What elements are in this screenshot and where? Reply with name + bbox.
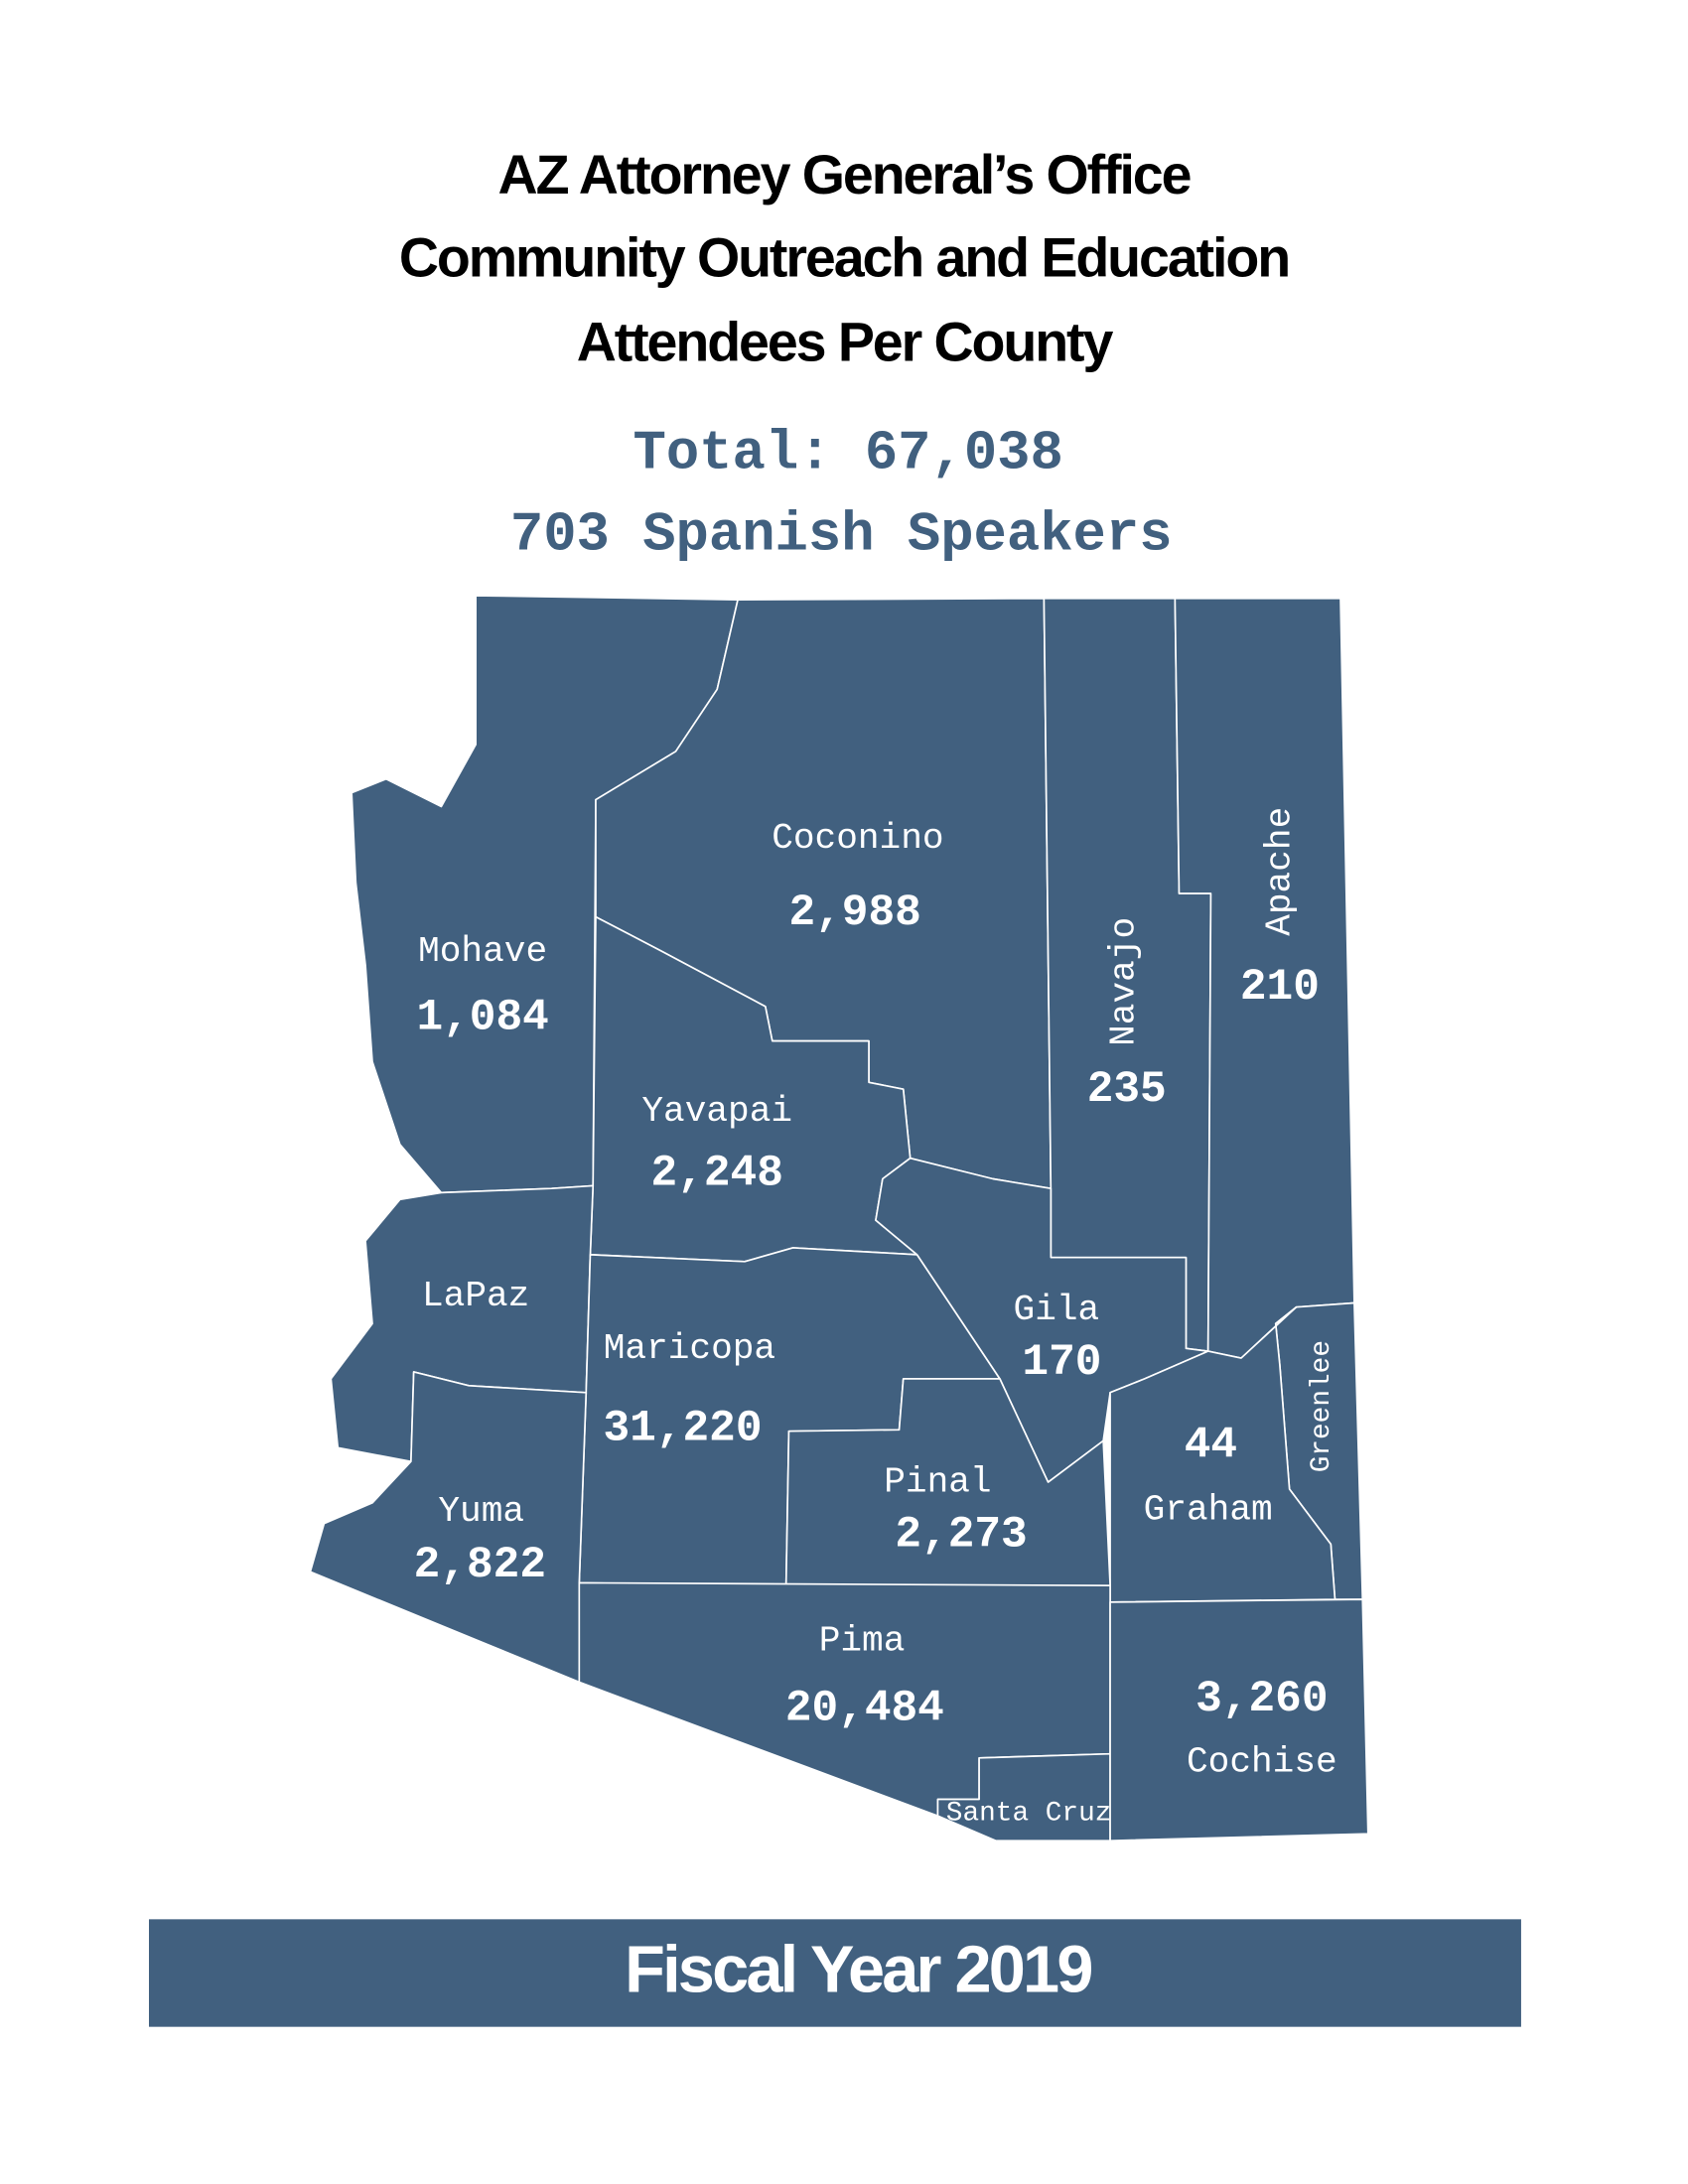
county-name: Greenlee — [1307, 1340, 1337, 1472]
county-name: Maricopa — [604, 1328, 775, 1369]
county-name: Apache — [1259, 807, 1300, 936]
total: Total: 67,038 — [633, 423, 1062, 485]
county-value: 2,822 — [414, 1541, 546, 1590]
county-value: 170 — [1022, 1338, 1101, 1388]
county-value: 235 — [1087, 1065, 1167, 1115]
county-value: 210 — [1240, 963, 1320, 1013]
county-name: Navajo — [1103, 917, 1144, 1046]
title-line: Community Outreach and Education — [399, 227, 1289, 289]
title-line: Attendees Per County — [577, 311, 1114, 372]
footer-title: Fiscal Year 2019 — [625, 1933, 1091, 2006]
county-name: Pinal — [884, 1462, 991, 1503]
county-value: 2,248 — [651, 1150, 783, 1199]
county-name: Graham — [1144, 1489, 1273, 1530]
county-name: Yuma — [438, 1491, 524, 1532]
county-value: 20,484 — [785, 1685, 944, 1734]
county-name: LaPaz — [422, 1276, 529, 1316]
county-name: Coconino — [772, 818, 943, 859]
county-name: Gila — [1014, 1290, 1100, 1330]
county-name: Mohave — [418, 931, 547, 972]
county-value: 2,273 — [895, 1511, 1027, 1561]
county-name: Yavapai — [641, 1091, 792, 1132]
county-shape — [309, 1371, 588, 1684]
county-value: 2,988 — [788, 888, 920, 938]
county-name: Pima — [819, 1620, 906, 1661]
county-value: 31,220 — [603, 1405, 762, 1454]
county-value: 1,084 — [416, 994, 548, 1043]
map: Mohave 1,084 Coconino 2,988 Navajo 235 A… — [309, 595, 1369, 1842]
county-value: 44 — [1185, 1421, 1237, 1470]
spanish-speakers: 703 Spanish Speakers — [510, 504, 1173, 567]
county-shape — [1109, 1598, 1369, 1842]
county-value: 3,260 — [1196, 1675, 1328, 1724]
footer-bar — [149, 1919, 1521, 2027]
title-line: AZ Attorney General’s Office — [498, 144, 1191, 205]
county-name: Santa Cruz — [946, 1799, 1112, 1830]
county-name: Cochise — [1187, 1742, 1337, 1783]
